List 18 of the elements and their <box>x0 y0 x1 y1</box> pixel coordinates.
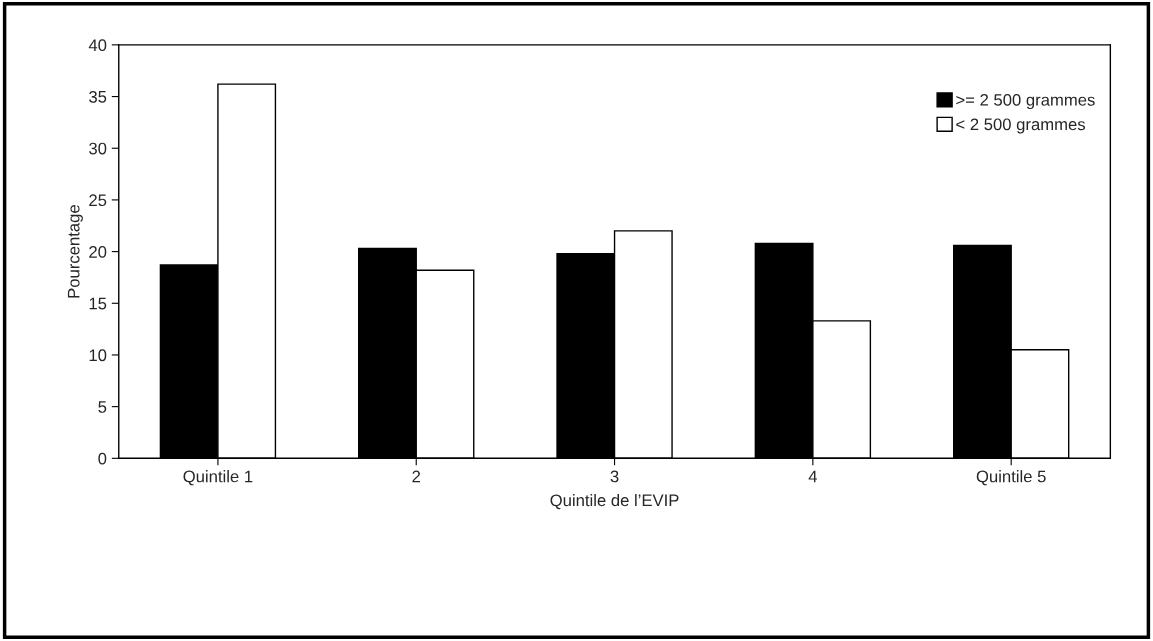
legend-label: >= 2 500 grammes <box>956 93 1095 110</box>
x-tick-label: Quintile 5 <box>976 470 1046 486</box>
x-tick-label: 4 <box>808 470 818 483</box>
y-tick-label: 35 <box>89 90 107 103</box>
y-tick-label: 25 <box>89 194 107 207</box>
x-axis-title: Quintile de l’EVIP <box>550 493 679 510</box>
x-tick-label: Quintile 1 <box>183 470 253 486</box>
y-tick-label: 0 <box>98 452 107 465</box>
y-tick-label: 5 <box>98 401 107 413</box>
y-tick-label: 15 <box>89 297 107 310</box>
y-tick-label: 30 <box>89 142 107 155</box>
y-tick-label: 10 <box>89 349 107 362</box>
y-axis-title: Pourcentage <box>67 205 83 298</box>
legend-label: < 2 500 grammes <box>956 118 1086 134</box>
x-tick-label: 2 <box>412 470 421 483</box>
x-tick-label: 3 <box>610 470 619 483</box>
y-tick-label: 20 <box>89 245 107 258</box>
y-tick-label: 40 <box>88 39 107 52</box>
